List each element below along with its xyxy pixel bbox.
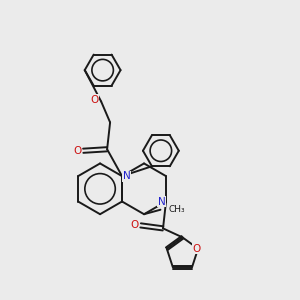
Text: N: N [123, 171, 130, 181]
Text: N: N [158, 196, 165, 206]
Text: O: O [192, 244, 201, 254]
Text: O: O [73, 146, 81, 156]
Text: O: O [90, 95, 99, 105]
Text: CH₃: CH₃ [169, 205, 185, 214]
Text: O: O [130, 220, 139, 230]
